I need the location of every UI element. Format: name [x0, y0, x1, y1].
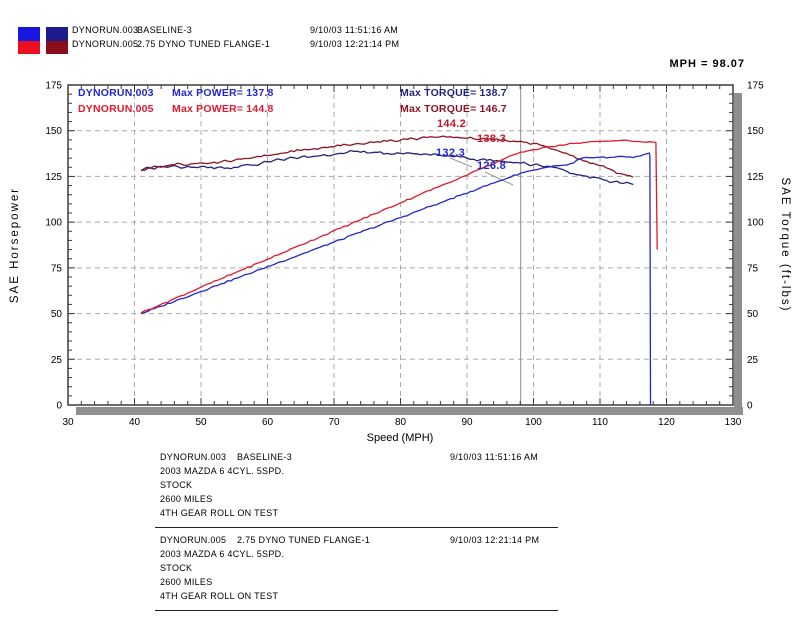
y-tick-label-left: 125 — [45, 172, 62, 183]
x-tick-label: 110 — [592, 417, 608, 428]
y-tick-label-left: 50 — [51, 309, 63, 320]
run-timestamp: 9/10/03 11:51:16 AM — [450, 452, 539, 462]
power-blue-swatch — [18, 27, 40, 41]
curve-dynorun-003-power — [140, 152, 652, 406]
run-timestamp: 9/10/03 11:51:16 AM — [310, 25, 399, 35]
run-timestamp: 9/10/03 12:21:14 PM — [450, 535, 540, 545]
plot-shadow-bottom — [76, 407, 743, 415]
power-red-swatch — [18, 40, 40, 54]
mileage-line: 2600 MILES — [160, 494, 213, 504]
y-tick-label-left: 25 — [51, 355, 63, 366]
divider — [155, 610, 558, 611]
condition-line: STOCK — [160, 563, 193, 573]
run-color-swatch-torque — [46, 27, 68, 54]
y-tick-label-right: 0 — [747, 401, 753, 412]
run-file: DYNORUN.005 — [72, 39, 139, 49]
condition-line: STOCK — [160, 480, 193, 490]
torque-blue-swatch — [46, 27, 68, 41]
legend-file: DYNORUN.003 — [78, 87, 154, 99]
legend-max-power: Max POWER= 137.8 — [172, 87, 274, 99]
cursor-value-red-torque: 144.2 — [437, 118, 467, 130]
vehicle-line: 2003 MAZDA 6 4CYL. 5SPD. — [160, 549, 285, 559]
callout-leader-line — [484, 171, 514, 186]
x-axis-title: Speed (MPH) — [367, 432, 434, 444]
y-tick-label-left: 100 — [45, 218, 62, 229]
legend-max-torque: Max TORQUE= 138.7 — [400, 87, 507, 99]
torque-red-swatch — [46, 40, 68, 54]
legend-max-power: Max POWER= 144.8 — [172, 103, 274, 115]
x-tick-label: 80 — [395, 417, 407, 428]
curve-dynorun-003-torque — [140, 149, 634, 186]
callout-leader-line — [449, 157, 473, 168]
cursor-value-red-power: 138.3 — [477, 133, 507, 145]
mileage-line: 2600 MILES — [160, 577, 213, 587]
y-tick-label-left: 0 — [56, 401, 62, 412]
x-tick-label: 120 — [658, 417, 675, 428]
x-tick-label: 50 — [195, 417, 207, 428]
y-tick-label-left: 75 — [51, 263, 63, 274]
run-desc: BASELINE-3 — [137, 25, 193, 35]
run-desc: 2.75 DYNO TUNED FLANGE-1 — [237, 535, 371, 545]
x-tick-label: 30 — [62, 417, 74, 428]
y-tick-label-right: 125 — [747, 172, 764, 183]
curve-dynorun-005-power — [140, 139, 658, 314]
graph-legend-run-1: DYNORUN.003 Max POWER= 137.8 Max TORQUE=… — [0, 87, 800, 101]
header-run-1: DYNORUN.003 BASELINE-3 9/10/03 11:51:16 … — [0, 25, 800, 37]
x-tick-label: 70 — [328, 417, 340, 428]
run-file: DYNORUN.003 — [160, 452, 227, 462]
cursor-value-blue-power: 126.8 — [477, 160, 507, 172]
x-tick-label: 90 — [461, 417, 473, 428]
y-tick-label-right: 150 — [747, 126, 764, 137]
y-tick-label-right: 75 — [747, 263, 759, 274]
y-axis-title-left: SAE Horsepower — [9, 187, 21, 303]
y-axis-title-right: SAE Torque (ft-lbs) — [779, 178, 791, 313]
x-tick-label: 40 — [129, 417, 141, 428]
y-tick-label-right: 50 — [747, 309, 759, 320]
header-run-2: DYNORUN.005 2.75 DYNO TUNED FLANGE-1 9/1… — [0, 39, 800, 51]
run-file: DYNORUN.005 — [160, 535, 227, 545]
run-desc: BASELINE-3 — [237, 452, 293, 462]
y-tick-label-right: 175 — [747, 81, 764, 92]
cursor-mph-readout: MPH = 98.07 — [669, 58, 745, 70]
run-color-swatch-power — [18, 27, 40, 54]
legend-max-torque: Max TORQUE= 146.7 — [400, 103, 507, 115]
vehicle-line: 2003 MAZDA 6 4CYL. 5SPD. — [160, 466, 285, 476]
run-file: DYNORUN.003 — [72, 25, 139, 35]
y-tick-label-right: 25 — [747, 355, 759, 366]
x-tick-label: 130 — [725, 417, 742, 428]
run-desc: 2.75 DYNO TUNED FLANGE-1 — [137, 39, 271, 49]
y-tick-label-left: 150 — [45, 126, 62, 137]
divider — [155, 527, 558, 528]
cursor-value-blue-torque: 132.3 — [436, 147, 466, 159]
x-tick-label: 100 — [525, 417, 542, 428]
legend-file: DYNORUN.005 — [78, 103, 154, 115]
run-timestamp: 9/10/03 12:21:14 PM — [310, 39, 400, 49]
test-type-line: 4TH GEAR ROLL ON TEST — [160, 591, 279, 601]
y-tick-label-right: 100 — [747, 218, 764, 229]
test-type-line: 4TH GEAR ROLL ON TEST — [160, 508, 279, 518]
x-tick-label: 60 — [262, 417, 274, 428]
y-tick-label-left: 175 — [45, 81, 62, 92]
curve-dynorun-005-torque — [141, 135, 634, 178]
graph-legend-run-2: DYNORUN.005 Max POWER= 144.8 Max TORQUE=… — [0, 103, 800, 117]
plot-shadow-right — [734, 93, 742, 415]
